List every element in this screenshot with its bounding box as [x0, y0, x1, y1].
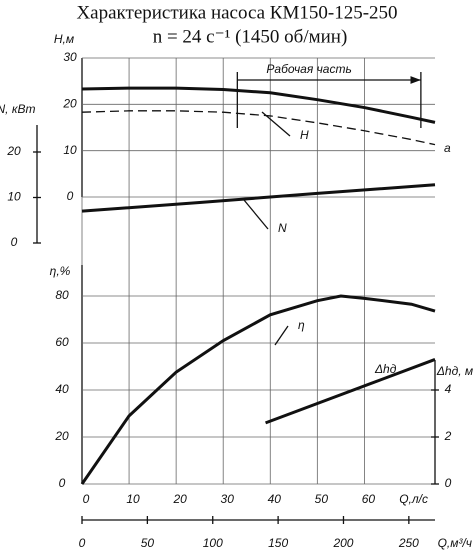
x-tick-label: 10 [126, 492, 140, 506]
y-tick-label: 0 [67, 189, 74, 203]
y-tick-label: 60 [55, 335, 69, 349]
y-tick-label: 10 [7, 190, 21, 204]
curve-label: N [278, 221, 287, 235]
curve [81, 110, 436, 146]
y-tick-label: 4 [445, 382, 452, 396]
chart-title: Характеристика насоса КМ150-125-250 [76, 2, 397, 23]
y-axis-label: η,% [50, 264, 71, 278]
x2-tick-label: 0 [79, 536, 86, 550]
y-axis-label: Δhд, м [436, 364, 473, 378]
x-tick-label: 60 [362, 492, 376, 506]
y-tick-label: 20 [62, 97, 77, 111]
y-tick-label: 2 [444, 429, 452, 443]
curve-label: H [300, 128, 309, 142]
y-tick-label: 0 [11, 235, 18, 249]
curve-label: Δhд [374, 362, 397, 376]
curve-label: a [444, 141, 451, 155]
y-tick-label: 20 [6, 144, 21, 158]
y-axis-label: N, кВт [0, 102, 36, 116]
y-axis-label: Н,м [54, 32, 74, 46]
annotation: Рабочая часть [266, 62, 351, 76]
curve [81, 86, 436, 124]
curve [81, 183, 436, 213]
x-tick-label: 0 [83, 492, 90, 506]
x2-tick-label: 150 [268, 536, 288, 550]
chart-subtitle: n = 24 с⁻¹ (1450 об/мин) [153, 26, 348, 47]
x2-tick-label: 200 [332, 536, 353, 550]
y-tick-label: 20 [54, 429, 69, 443]
y-tick-label: 30 [63, 50, 77, 64]
curve [80, 294, 436, 485]
x2-tick-label: 250 [398, 536, 419, 550]
y-tick-label: 10 [63, 143, 77, 157]
x-tick-label: 50 [315, 492, 329, 506]
x-tick-label: 40 [268, 492, 282, 506]
x-axis-label: Q,л/с [399, 492, 428, 506]
y-tick-label: 80 [55, 288, 69, 302]
x2-tick-label: 100 [203, 536, 223, 550]
leader-line [243, 199, 269, 230]
curve [265, 358, 436, 425]
y-tick-label: 40 [55, 382, 69, 396]
y-tick-label: 0 [59, 476, 66, 490]
x2-axis-label: Q,м³/ч [438, 536, 472, 550]
y-tick-label: 0 [445, 476, 452, 490]
leader-line [274, 325, 289, 346]
x2-tick-label: 50 [141, 536, 155, 550]
x-tick-label: 20 [172, 492, 187, 506]
curve-label: η [298, 318, 305, 332]
x-tick-label: 30 [221, 492, 235, 506]
